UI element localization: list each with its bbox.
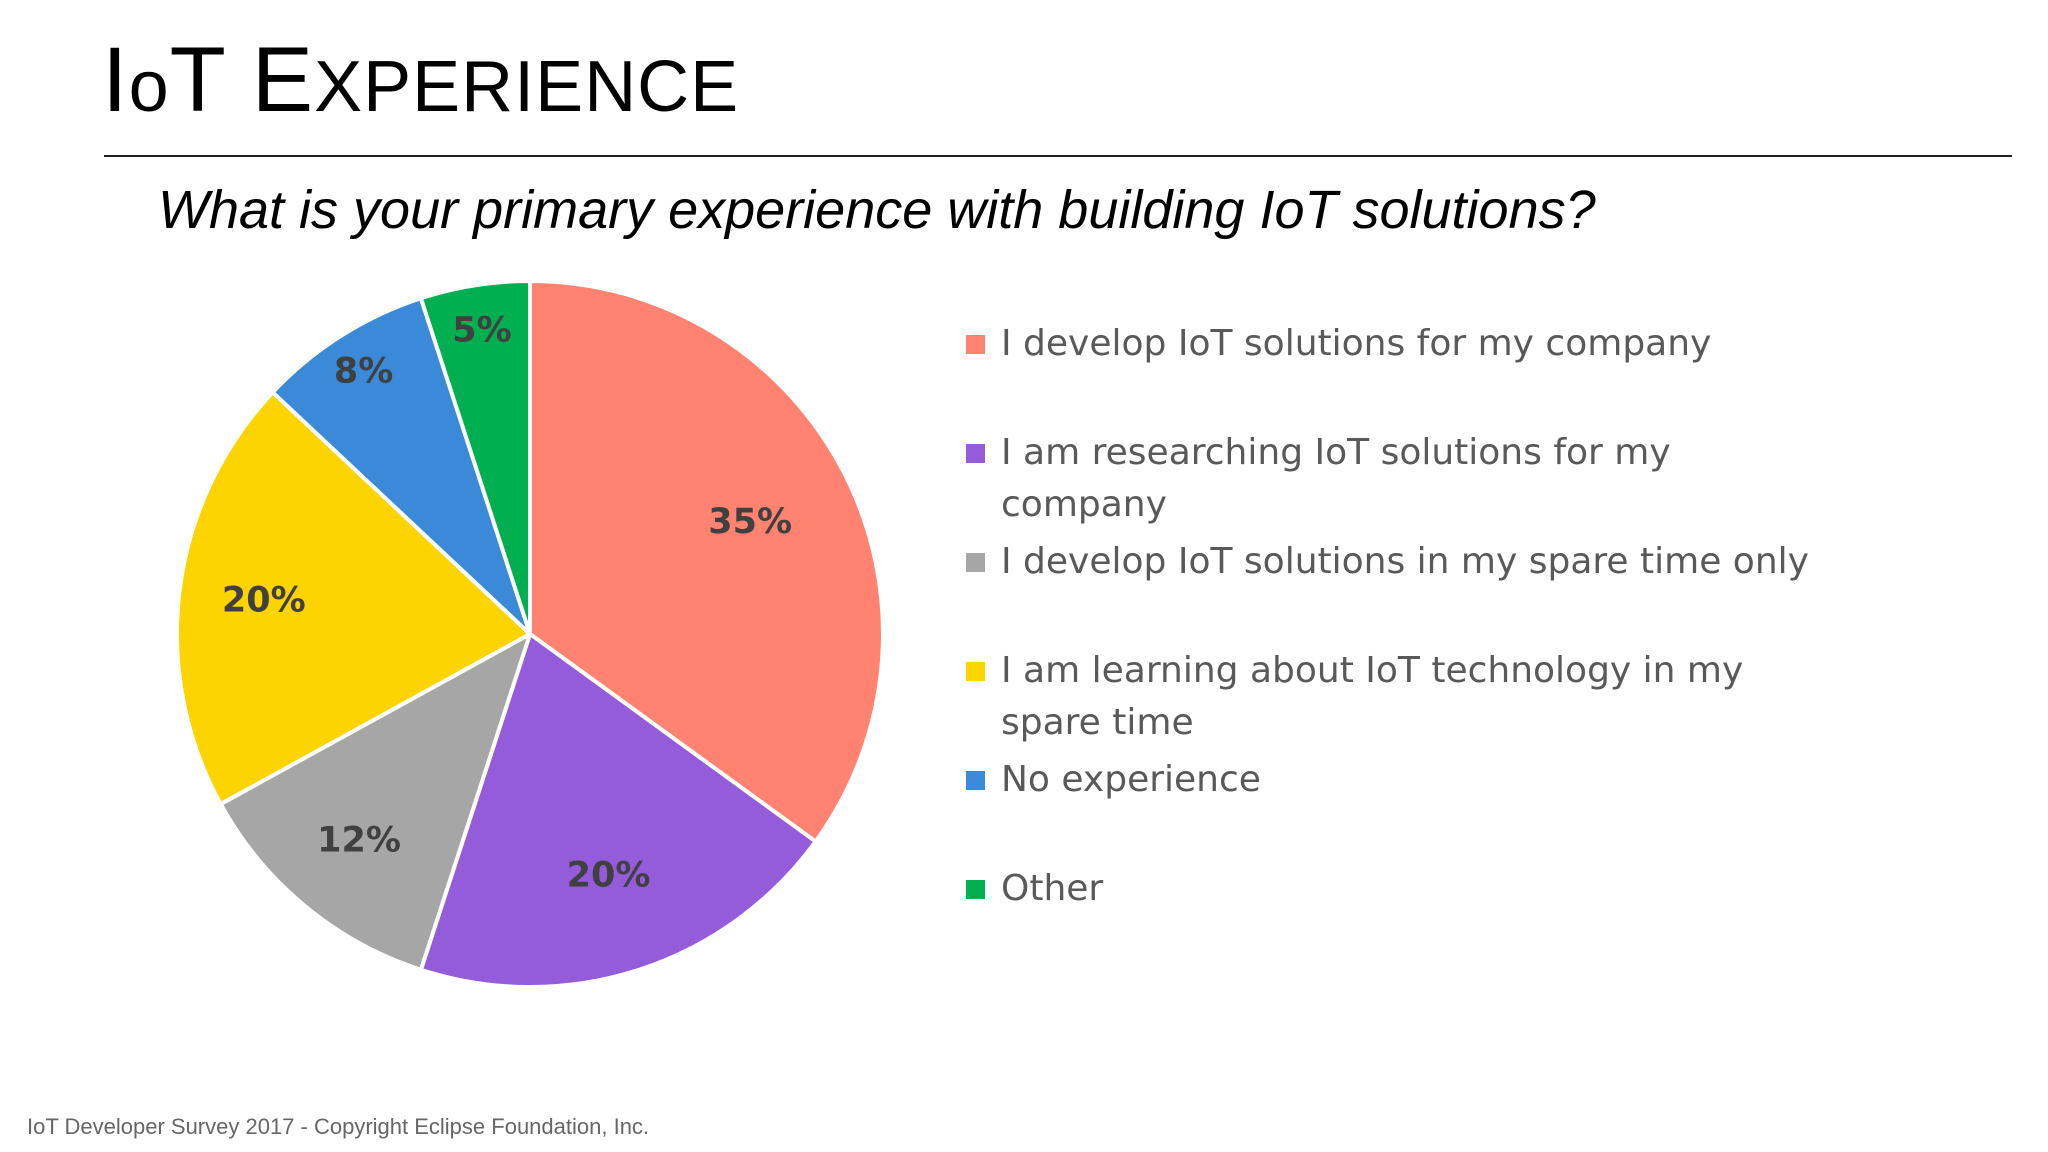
legend-item: I am learning about IoT technology in my… bbox=[966, 645, 1841, 749]
pie-slice bbox=[175, 390, 532, 807]
slice-percent-label: 20% bbox=[222, 580, 306, 620]
title-part-i: I bbox=[102, 29, 129, 131]
legend-label: I develop IoT solutions in my spare time… bbox=[1001, 541, 1809, 582]
chart-question: What is your primary experience with bui… bbox=[158, 180, 1596, 240]
pie-labels: 35% 20% 12% 20% 8% 5% bbox=[222, 311, 792, 896]
title-part-rest: XPERIENCE bbox=[314, 47, 740, 127]
slice-percent-label: 5% bbox=[452, 311, 511, 351]
legend-swatch bbox=[966, 662, 985, 681]
pie-slice bbox=[270, 296, 532, 636]
pie-slice bbox=[418, 279, 532, 636]
slice-percent-label: 35% bbox=[708, 502, 792, 542]
footer-copyright: IoT Developer Survey 2017 - Copyright Ec… bbox=[27, 1114, 650, 1139]
legend-label: No experience bbox=[1001, 759, 1261, 800]
legend-swatch bbox=[966, 880, 985, 899]
legend-item: I develop IoT solutions in my spare time… bbox=[966, 536, 1831, 588]
legend-label: I am researching IoT solutions for my co… bbox=[1001, 432, 1671, 525]
title-part-t: T bbox=[169, 29, 252, 131]
legend-label: I am learning about IoT technology in my… bbox=[1001, 650, 1744, 743]
slice-percent-label: 12% bbox=[317, 821, 401, 861]
slide-title: IoT EXPERIENCE bbox=[102, 34, 739, 126]
slice-percent-label: 20% bbox=[567, 856, 651, 896]
title-part-e: E bbox=[251, 29, 315, 131]
pie-slice bbox=[218, 632, 532, 972]
legend-swatch bbox=[966, 335, 985, 354]
legend-swatch bbox=[966, 771, 985, 790]
slice-percent-label: 8% bbox=[334, 352, 393, 392]
pie-slices bbox=[175, 279, 885, 989]
legend-swatch bbox=[966, 444, 985, 463]
pie-slice bbox=[528, 279, 885, 844]
title-divider bbox=[104, 155, 2012, 157]
legend-item: I develop IoT solutions for my company bbox=[966, 318, 1831, 370]
legend-item: Other bbox=[966, 863, 1831, 915]
title-part-o: o bbox=[128, 47, 170, 127]
legend-label: I develop IoT solutions for my company bbox=[1001, 323, 1712, 364]
legend-label: Other bbox=[1001, 868, 1104, 909]
legend-item: No experience bbox=[966, 754, 1831, 806]
legend-item: I am researching IoT solutions for my co… bbox=[966, 427, 1831, 531]
legend-swatch bbox=[966, 553, 985, 572]
pie-slice bbox=[418, 632, 818, 989]
